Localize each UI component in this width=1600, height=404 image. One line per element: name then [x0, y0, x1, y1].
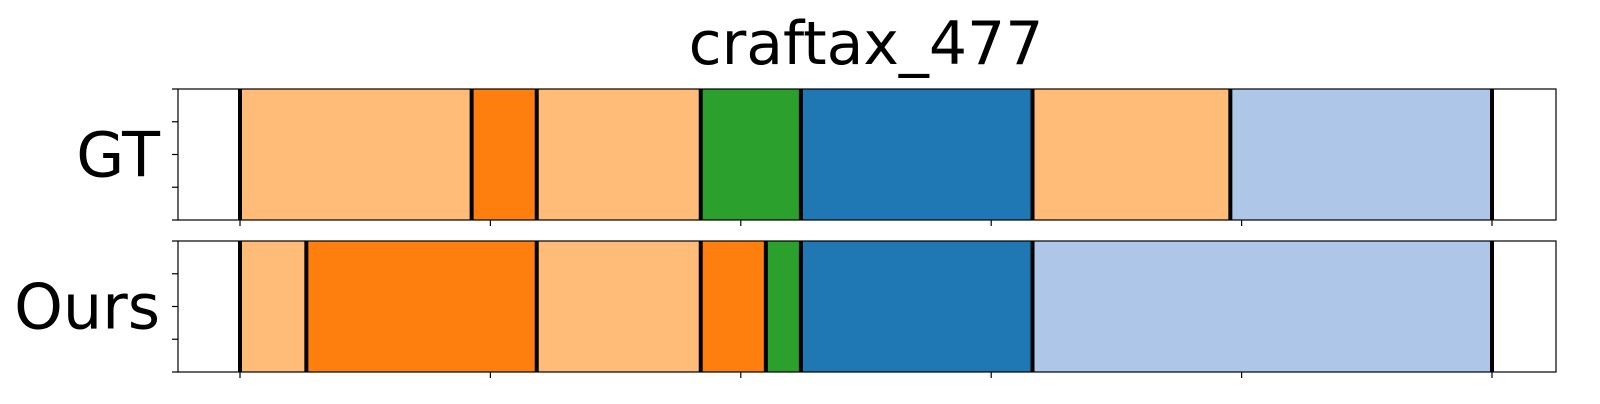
- segment-gt-6: [1230, 89, 1492, 220]
- segment-ours-4: [765, 241, 801, 372]
- chart-title: craftax_477: [689, 9, 1044, 79]
- row-label-ours: Ours: [14, 271, 160, 344]
- segment-ours-6: [1032, 241, 1492, 372]
- row-gt: GT: [76, 88, 1557, 226]
- segment-ours-5: [800, 241, 1033, 372]
- segment-ours-0: [240, 241, 307, 372]
- segment-gt-0: [240, 89, 472, 220]
- segment-gt-4: [800, 89, 1033, 220]
- segment-gt-2: [536, 89, 701, 220]
- segment-gt-3: [700, 89, 801, 220]
- segment-ours-1: [306, 241, 537, 372]
- rows-layer: GT Ours: [14, 88, 1557, 378]
- row-ours: Ours: [14, 240, 1557, 378]
- segment-gt-1: [471, 89, 537, 220]
- row-label-gt: GT: [76, 119, 161, 192]
- segment-ours-3: [700, 241, 766, 372]
- segment-gt-5: [1032, 89, 1231, 220]
- segment-ours-2: [536, 241, 701, 372]
